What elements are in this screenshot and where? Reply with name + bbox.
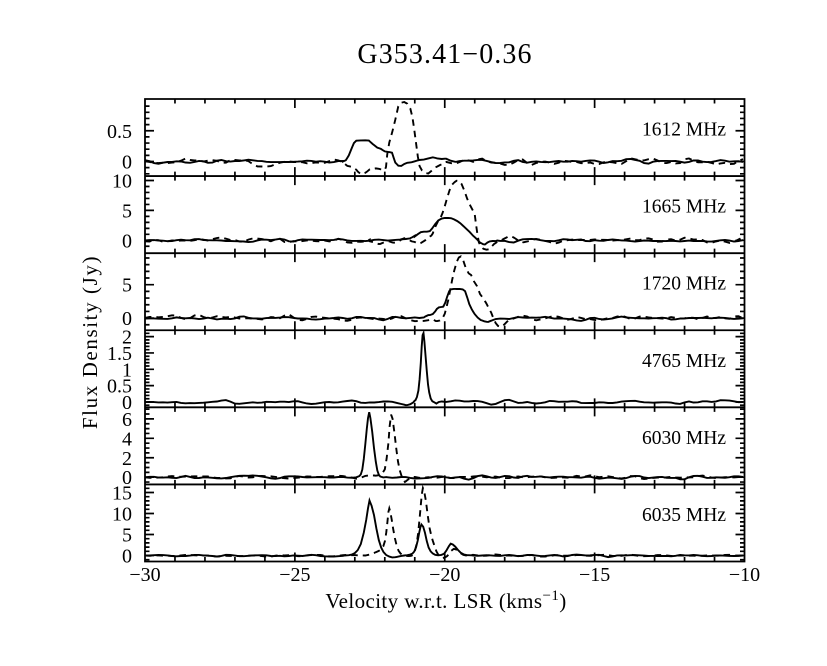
svg-text:0.5: 0.5 [107, 121, 132, 143]
svg-text:10: 10 [112, 171, 132, 193]
svg-text:−20: −20 [429, 564, 460, 586]
svg-text:15: 15 [112, 483, 132, 505]
svg-text:0: 0 [122, 308, 132, 330]
svg-text:2: 2 [122, 327, 132, 349]
svg-text:−30: −30 [129, 564, 160, 586]
svg-text:0.5: 0.5 [107, 376, 132, 398]
svg-text:0: 0 [122, 467, 132, 489]
svg-text:5: 5 [122, 275, 132, 297]
svg-text:1.5: 1.5 [107, 343, 132, 365]
svg-text:Flux Density (Jy): Flux Density (Jy) [78, 255, 102, 429]
svg-text:−10: −10 [729, 564, 760, 586]
svg-text:10: 10 [112, 504, 132, 526]
svg-text:−25: −25 [279, 564, 310, 586]
svg-text:−15: −15 [579, 564, 610, 586]
svg-text:5: 5 [122, 200, 132, 222]
svg-text:G353.41−0.36: G353.41−0.36 [357, 39, 532, 70]
svg-text:1720 MHz: 1720 MHz [642, 274, 726, 295]
svg-text:4765 MHz: 4765 MHz [642, 351, 726, 372]
svg-text:Velocity w.r.t. LSR (kms−1): Velocity w.r.t. LSR (kms−1) [325, 588, 566, 613]
svg-text:0: 0 [122, 546, 132, 568]
svg-text:2: 2 [122, 448, 132, 470]
svg-text:1612 MHz: 1612 MHz [642, 120, 726, 141]
svg-text:0: 0 [122, 392, 132, 414]
svg-text:6: 6 [122, 409, 132, 431]
svg-text:5: 5 [122, 525, 132, 547]
svg-text:1665 MHz: 1665 MHz [642, 197, 726, 218]
svg-text:6035 MHz: 6035 MHz [642, 505, 726, 526]
svg-text:0: 0 [122, 230, 132, 252]
svg-text:1: 1 [122, 359, 132, 381]
svg-text:4: 4 [122, 428, 132, 450]
svg-text:0: 0 [122, 152, 132, 174]
svg-text:6030 MHz: 6030 MHz [642, 428, 726, 449]
